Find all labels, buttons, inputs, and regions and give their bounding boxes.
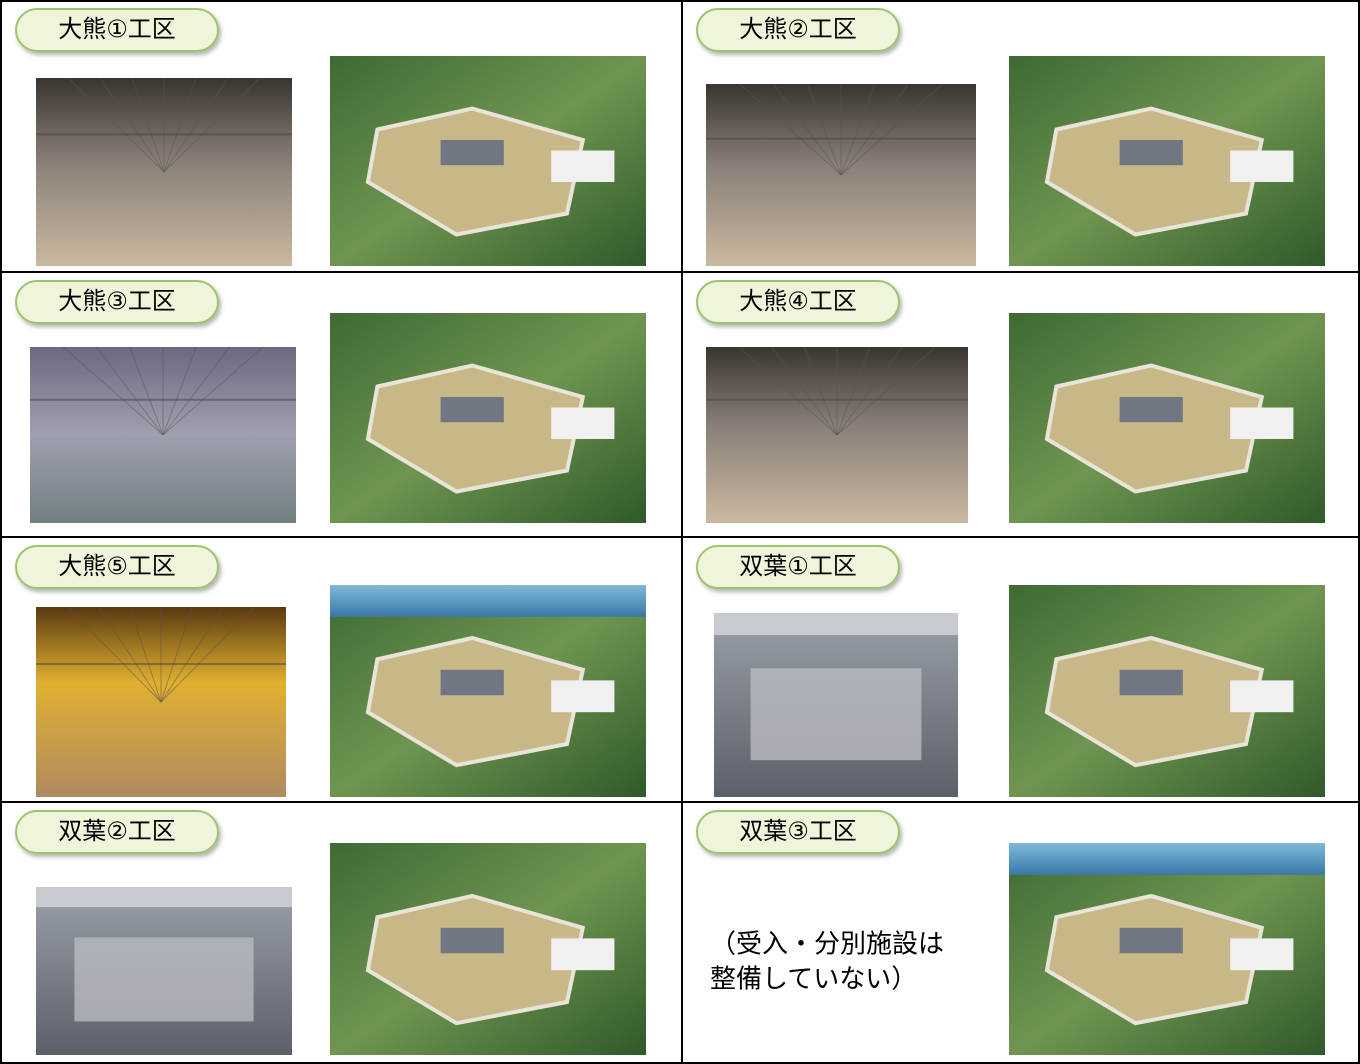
roof-truss (163, 77, 229, 173)
landfill-outline (1044, 893, 1265, 1026)
roof-truss (160, 606, 224, 703)
roof-truss (162, 346, 230, 436)
sky (36, 887, 292, 908)
label-pill (696, 8, 900, 52)
cell-label: 大熊④工区 (739, 287, 857, 315)
landfill-outline (1044, 635, 1265, 768)
roof-truss (163, 77, 261, 173)
landfill-outline (365, 106, 586, 237)
pond (1119, 397, 1183, 423)
label-pill (15, 545, 219, 589)
roof-truss (129, 606, 162, 703)
interior-photo (706, 346, 968, 523)
cell-label: 双葉①工区 (739, 552, 857, 580)
roof-truss (163, 77, 197, 173)
roof-truss (836, 346, 871, 436)
label-pill (696, 280, 900, 324)
roof-truss (840, 83, 876, 176)
roof-truss (129, 346, 164, 436)
interior-photo (36, 77, 292, 266)
facility (551, 407, 615, 439)
interior-photo (36, 887, 292, 1055)
interior-photo (30, 346, 296, 523)
roof-truss (67, 77, 165, 173)
facility (1230, 938, 1294, 971)
pond (440, 397, 504, 423)
interior-photo (36, 606, 286, 797)
roof-truss (160, 606, 193, 703)
landfill-outline (365, 363, 586, 494)
aerial-photo (1009, 56, 1325, 266)
label-pill (696, 545, 900, 589)
note-line: 整備していない） (710, 965, 917, 995)
aerial-photo (330, 313, 646, 523)
pond (1119, 927, 1183, 954)
pond (1119, 140, 1183, 166)
label-pill (15, 280, 219, 324)
aerial-photo (330, 56, 646, 266)
cell-label: 大熊③工区 (58, 287, 176, 315)
aerial-photo (1009, 313, 1325, 523)
facility (551, 680, 615, 713)
roof-truss (803, 346, 838, 436)
roof-truss (66, 606, 162, 703)
pond (440, 140, 504, 166)
roof-truss (840, 83, 943, 176)
roof-truss (160, 606, 256, 703)
label-pill (15, 8, 219, 52)
aerial-photo (330, 585, 646, 797)
interior-photo (714, 613, 958, 797)
facility (551, 938, 615, 971)
roof-truss (162, 346, 264, 436)
roof-truss (836, 346, 903, 436)
landfill-outline (365, 635, 586, 768)
pond (440, 927, 504, 954)
cell-label: 大熊①工区 (58, 15, 176, 43)
roof-truss (836, 346, 936, 436)
cell-label: 大熊②工区 (739, 15, 857, 43)
facility (1230, 407, 1294, 439)
pond (440, 669, 504, 696)
pond (1119, 669, 1183, 696)
roof-truss (738, 346, 838, 436)
roof-truss (162, 346, 197, 436)
facility (1230, 150, 1294, 182)
roof-truss (840, 83, 909, 176)
cell-label: 双葉③工区 (739, 817, 857, 845)
roof-truss (96, 346, 164, 436)
sky (714, 613, 958, 636)
roof-truss (806, 83, 842, 176)
sea (1009, 843, 1325, 875)
aerial-photo (330, 843, 646, 1055)
label-pill (15, 810, 219, 854)
slab (750, 668, 922, 761)
roof-truss (131, 77, 165, 173)
roof-truss (773, 83, 842, 176)
roof-truss (739, 83, 842, 176)
facility (1230, 680, 1294, 713)
note-line: （受入・分別施設は (710, 930, 944, 960)
roof-truss (98, 606, 162, 703)
roof-truss (99, 77, 165, 173)
facility (551, 150, 615, 182)
landfill-outline (1044, 363, 1265, 494)
label-pill (696, 810, 900, 854)
cell-label: 双葉②工区 (58, 817, 176, 845)
roof-truss (62, 346, 164, 436)
slab (74, 937, 254, 1022)
aerial-photo (1009, 585, 1325, 797)
landfill-outline (365, 893, 586, 1026)
sea (330, 585, 646, 617)
interior-photo (706, 83, 976, 266)
roof-truss (771, 346, 838, 436)
landfill-outline (1044, 106, 1265, 237)
aerial-photo (1009, 843, 1325, 1055)
cell-label: 大熊⑤工区 (58, 552, 176, 580)
